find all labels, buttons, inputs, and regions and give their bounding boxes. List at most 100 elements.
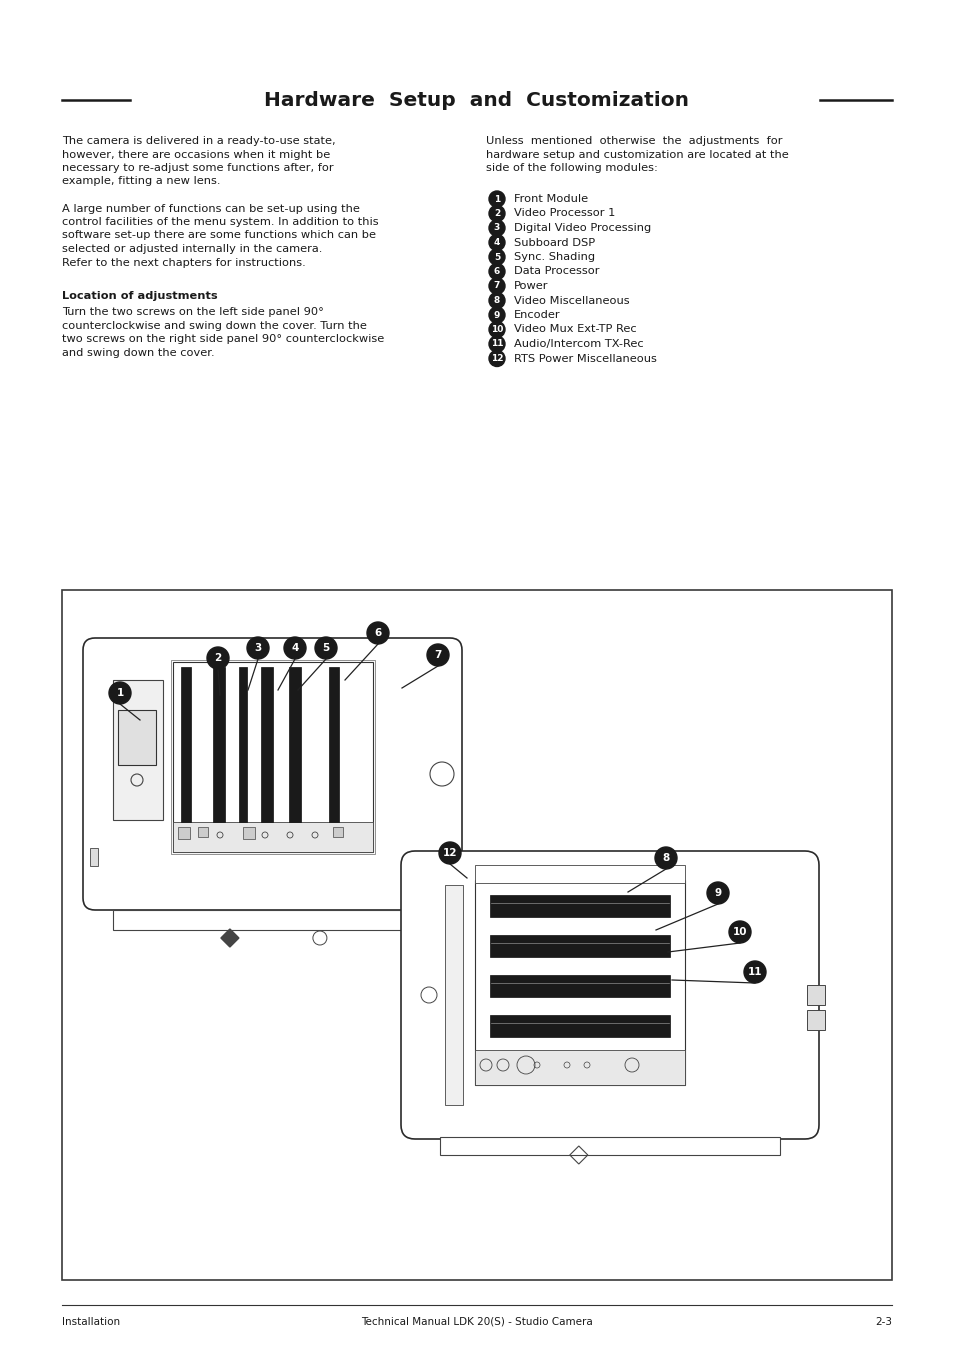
Polygon shape xyxy=(221,929,238,947)
Text: RTS Power Miscellaneous: RTS Power Miscellaneous xyxy=(514,354,657,363)
Text: 6: 6 xyxy=(374,628,381,638)
Text: Front Module: Front Module xyxy=(514,195,587,204)
Text: 1: 1 xyxy=(116,688,124,698)
Bar xyxy=(171,661,375,854)
Bar xyxy=(112,911,432,929)
Text: and swing down the cover.: and swing down the cover. xyxy=(62,349,214,358)
Text: Technical Manual LDK 20(S) - Studio Camera: Technical Manual LDK 20(S) - Studio Came… xyxy=(361,1317,592,1327)
Bar xyxy=(239,667,247,821)
Text: A large number of functions can be set-up using the: A large number of functions can be set-u… xyxy=(62,204,359,213)
Text: Installation: Installation xyxy=(62,1317,120,1327)
Text: Video Mux Ext-TP Rec: Video Mux Ext-TP Rec xyxy=(514,324,636,335)
Text: 2: 2 xyxy=(214,653,221,663)
Text: 4: 4 xyxy=(291,643,298,653)
Circle shape xyxy=(489,322,504,338)
Bar xyxy=(333,827,343,838)
Text: 3: 3 xyxy=(254,643,261,653)
Bar xyxy=(475,880,684,1085)
Bar xyxy=(112,680,163,820)
Circle shape xyxy=(655,847,677,869)
Text: Video Miscellaneous: Video Miscellaneous xyxy=(514,296,629,305)
Text: 5: 5 xyxy=(494,253,499,262)
Circle shape xyxy=(489,307,504,323)
Circle shape xyxy=(489,249,504,265)
Circle shape xyxy=(489,336,504,353)
Text: Sync. Shading: Sync. Shading xyxy=(514,253,595,262)
Circle shape xyxy=(743,961,765,984)
Text: 9: 9 xyxy=(714,888,720,898)
Text: software set-up there are some functions which can be: software set-up there are some functions… xyxy=(62,231,375,240)
Bar xyxy=(475,865,684,884)
Bar xyxy=(90,848,98,866)
Bar xyxy=(490,894,669,917)
Circle shape xyxy=(314,638,336,659)
Circle shape xyxy=(207,647,229,669)
Text: 2: 2 xyxy=(494,209,499,218)
Text: The camera is delivered in a ready-to-use state,: The camera is delivered in a ready-to-us… xyxy=(62,136,335,146)
Bar xyxy=(172,821,373,852)
Text: Video Processor 1: Video Processor 1 xyxy=(514,208,615,219)
Circle shape xyxy=(489,293,504,308)
Bar xyxy=(198,827,208,838)
FancyBboxPatch shape xyxy=(400,851,818,1139)
Text: 4: 4 xyxy=(494,238,499,247)
Text: 11: 11 xyxy=(747,967,761,977)
Text: 10: 10 xyxy=(732,927,746,938)
Text: 5: 5 xyxy=(322,643,330,653)
Bar xyxy=(490,1015,669,1038)
Text: Hardware  Setup  and  Customization: Hardware Setup and Customization xyxy=(264,91,689,109)
Text: side of the following modules:: side of the following modules: xyxy=(485,163,658,173)
Text: however, there are occasions when it might be: however, there are occasions when it mig… xyxy=(62,150,330,159)
Text: counterclockwise and swing down the cover. Turn the: counterclockwise and swing down the cove… xyxy=(62,322,367,331)
Circle shape xyxy=(489,190,504,207)
Text: 11: 11 xyxy=(490,339,503,349)
Text: Unless  mentioned  otherwise  the  adjustments  for: Unless mentioned otherwise the adjustmen… xyxy=(485,136,781,146)
Bar xyxy=(213,667,225,821)
Text: example, fitting a new lens.: example, fitting a new lens. xyxy=(62,177,220,186)
Bar xyxy=(475,1050,684,1085)
FancyBboxPatch shape xyxy=(83,638,461,911)
Text: 10: 10 xyxy=(490,326,502,334)
Circle shape xyxy=(489,205,504,222)
Bar xyxy=(181,667,191,821)
Circle shape xyxy=(706,882,728,904)
Bar xyxy=(490,935,669,957)
Circle shape xyxy=(284,638,306,659)
Text: two screws on the right side panel 90° counterclockwise: two screws on the right side panel 90° c… xyxy=(62,335,384,345)
Bar xyxy=(806,1011,824,1029)
Text: 2-3: 2-3 xyxy=(874,1317,891,1327)
Bar xyxy=(444,885,462,1105)
Text: Turn the two screws on the left side panel 90°: Turn the two screws on the left side pan… xyxy=(62,308,323,317)
Text: Digital Video Processing: Digital Video Processing xyxy=(514,223,651,232)
Text: 12: 12 xyxy=(490,354,503,363)
Text: 1: 1 xyxy=(494,195,499,204)
Text: Audio/Intercom TX-Rec: Audio/Intercom TX-Rec xyxy=(514,339,643,349)
Text: Refer to the next chapters for instructions.: Refer to the next chapters for instructi… xyxy=(62,258,305,267)
Text: 7: 7 xyxy=(494,281,499,290)
Text: 12: 12 xyxy=(442,848,456,858)
Circle shape xyxy=(367,621,389,644)
Text: Encoder: Encoder xyxy=(514,309,560,320)
Text: Data Processor: Data Processor xyxy=(514,266,598,277)
Text: selected or adjusted internally in the camera.: selected or adjusted internally in the c… xyxy=(62,245,322,254)
Bar xyxy=(806,985,824,1005)
Bar xyxy=(178,827,190,839)
Circle shape xyxy=(438,842,460,865)
Text: 3: 3 xyxy=(494,223,499,232)
Text: Power: Power xyxy=(514,281,548,290)
Text: 8: 8 xyxy=(494,296,499,305)
Bar xyxy=(62,590,891,1279)
Circle shape xyxy=(489,278,504,295)
Circle shape xyxy=(489,350,504,366)
Text: necessary to re-adjust some functions after, for: necessary to re-adjust some functions af… xyxy=(62,163,334,173)
Bar xyxy=(243,827,254,839)
Bar xyxy=(289,667,301,821)
Circle shape xyxy=(247,638,269,659)
Text: 6: 6 xyxy=(494,267,499,276)
Circle shape xyxy=(728,921,750,943)
Circle shape xyxy=(489,263,504,280)
Text: Location of adjustments: Location of adjustments xyxy=(62,292,217,301)
Circle shape xyxy=(489,220,504,236)
Text: 9: 9 xyxy=(494,311,499,319)
Circle shape xyxy=(489,235,504,250)
